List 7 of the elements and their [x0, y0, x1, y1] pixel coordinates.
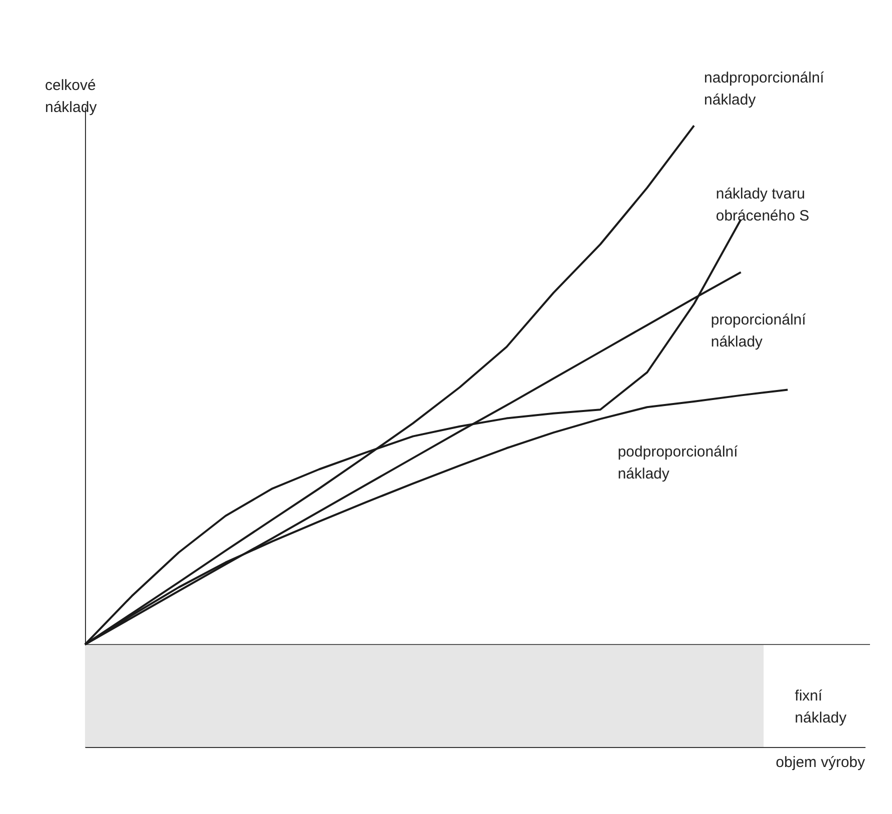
series-label: náklady tvaru obráceného S [716, 185, 810, 224]
series-label: proporcionální náklady [710, 311, 807, 350]
y-axis-title: celkové náklady [45, 77, 98, 116]
series-label: podproporcionální náklady [618, 444, 739, 483]
series-label: nadproporcionální náklady [704, 70, 825, 109]
band-label: fixní náklady [794, 688, 847, 727]
x-axis-title: objem výroby [776, 754, 866, 771]
